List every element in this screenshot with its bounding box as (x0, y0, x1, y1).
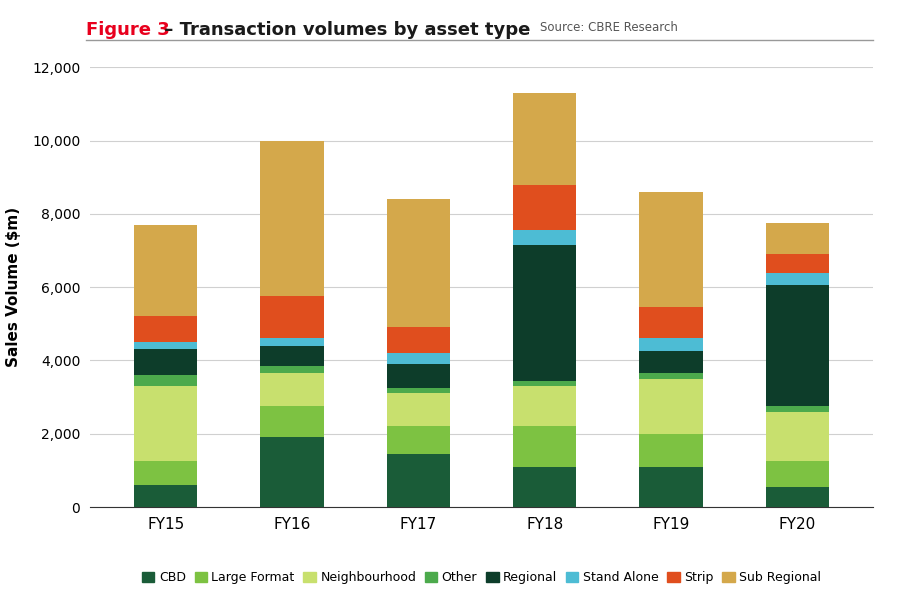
Bar (260, 437, 324, 507)
Text: Figure 3: Figure 3 (86, 21, 169, 39)
Bar (260, 346, 324, 366)
Bar (134, 342, 197, 349)
Bar (766, 285, 829, 406)
Bar (639, 338, 703, 351)
Bar (260, 373, 324, 406)
Bar (639, 351, 703, 373)
Bar (513, 467, 576, 507)
Bar (260, 296, 324, 338)
Text: Source: CBRE Research: Source: CBRE Research (540, 21, 678, 34)
Text: – Transaction volumes by asset type: – Transaction volumes by asset type (158, 21, 530, 39)
Bar (639, 379, 703, 434)
Bar (639, 434, 703, 467)
Bar (766, 223, 829, 254)
Y-axis label: Sales Volume ($m): Sales Volume ($m) (6, 207, 21, 367)
Bar (766, 273, 829, 285)
Bar (134, 375, 197, 386)
Bar (766, 254, 829, 273)
Bar (639, 373, 703, 379)
Bar (387, 199, 450, 327)
Bar (260, 366, 324, 373)
Bar (639, 192, 703, 307)
Bar (387, 393, 450, 426)
Bar (766, 406, 829, 412)
Bar (639, 307, 703, 338)
Legend: CBD, Large Format, Neighbourhood, Other, Regional, Stand Alone, Strip, Sub Regio: CBD, Large Format, Neighbourhood, Other,… (137, 566, 826, 589)
Bar (387, 353, 450, 364)
Bar (766, 412, 829, 461)
Bar (134, 225, 197, 316)
Bar (387, 364, 450, 388)
Bar (387, 426, 450, 454)
Bar (134, 316, 197, 342)
Bar (134, 386, 197, 461)
Bar (387, 327, 450, 353)
Bar (513, 185, 576, 230)
Bar (513, 230, 576, 245)
Bar (260, 338, 324, 346)
Bar (513, 381, 576, 386)
Bar (639, 467, 703, 507)
Bar (513, 386, 576, 426)
Bar (766, 487, 829, 507)
Bar (387, 388, 450, 393)
Bar (513, 245, 576, 381)
Bar (260, 406, 324, 437)
Bar (134, 485, 197, 507)
Bar (513, 93, 576, 185)
Bar (134, 349, 197, 375)
Bar (766, 461, 829, 487)
Bar (260, 141, 324, 296)
Bar (387, 454, 450, 507)
Bar (134, 461, 197, 485)
Bar (513, 426, 576, 467)
